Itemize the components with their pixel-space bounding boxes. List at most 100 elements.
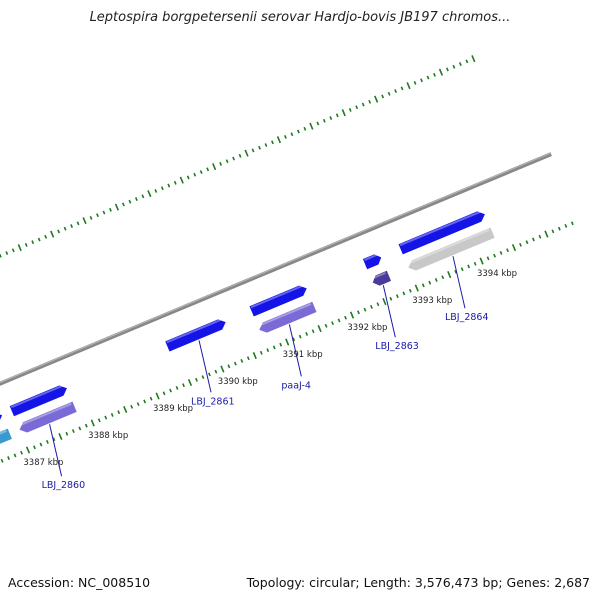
inner-tick	[214, 369, 218, 374]
outer-tick	[413, 81, 417, 85]
inner-tick	[486, 256, 490, 261]
inner-tick	[240, 359, 244, 363]
gene-body-0	[0, 412, 3, 429]
gene-label-10: LBJ_2864	[445, 312, 489, 323]
outer-tick	[141, 194, 145, 199]
inner-tick	[25, 446, 31, 454]
inner-tick	[195, 377, 198, 382]
outer-tick	[420, 78, 423, 83]
outer-tick	[206, 167, 210, 172]
outer-tick	[458, 62, 462, 66]
outer-tick	[199, 170, 203, 174]
gene-label-3: LBJ_2860	[42, 480, 86, 491]
inner-tick	[317, 324, 322, 333]
inner-tick	[149, 396, 153, 401]
gene-feature-7	[362, 253, 382, 270]
outer-tick	[303, 126, 307, 131]
outer-tick	[37, 237, 41, 242]
outer-tick	[465, 59, 469, 64]
inner-tick	[169, 388, 172, 393]
gene-body-5	[249, 285, 307, 317]
inner-tick	[136, 402, 140, 407]
gene-features: LBJ_2860 LBJ_2861 paaJ-4 LBJ_2863 LBJ_2864	[0, 210, 495, 491]
gene-feature-5	[249, 284, 307, 317]
outer-tick	[212, 163, 217, 171]
outer-tick	[154, 189, 158, 193]
inner-tick	[467, 264, 471, 269]
outer-tick	[114, 203, 120, 211]
scale-label-1: 3388 kbp	[88, 431, 128, 441]
gene-body-7	[362, 254, 382, 270]
backbone-line	[0, 152, 552, 386]
gene-shine-3	[18, 402, 72, 427]
inner-tick	[292, 337, 296, 342]
scale-label-4: 3391 kbp	[283, 350, 323, 360]
gene-label-6: paaJ-4	[281, 380, 311, 391]
gene-feature-6	[258, 301, 317, 333]
outer-tick	[179, 176, 184, 184]
inner-tick	[201, 375, 205, 380]
gene-feature-2	[9, 384, 67, 417]
inner-tick	[479, 257, 484, 265]
outer-tick	[122, 202, 125, 207]
inner-tick	[33, 445, 36, 450]
outer-tick	[394, 89, 398, 93]
outer-tick	[70, 224, 73, 228]
inner-tick	[382, 298, 387, 306]
outer-tick	[400, 86, 404, 91]
outer-tick	[452, 64, 456, 69]
gene-shine-7	[364, 253, 379, 261]
outer-tick	[89, 216, 93, 220]
outer-tick	[193, 172, 197, 177]
inner-tick	[187, 378, 193, 387]
inner-tick	[252, 351, 257, 360]
gene-shine-6	[258, 303, 312, 327]
outer-tick	[225, 159, 229, 164]
gene-leader-6	[288, 324, 302, 377]
inner-tick	[370, 305, 373, 309]
inner-tick	[123, 405, 128, 414]
inner-tick	[227, 364, 231, 369]
gene-leader-10	[452, 256, 466, 309]
inner-tick	[331, 321, 334, 326]
outer-tick	[167, 183, 171, 188]
inner-tick	[298, 334, 302, 339]
gene-body-6	[259, 301, 317, 333]
inner-tick-row	[0, 221, 574, 463]
inner-tick	[279, 342, 283, 347]
gene-body-9	[398, 211, 485, 255]
outer-tick	[446, 67, 449, 72]
outer-tick	[438, 68, 444, 76]
inner-tick	[84, 423, 88, 428]
inner-tick	[511, 244, 517, 252]
outer-tick-row	[0, 55, 476, 258]
gene-feature-8	[371, 270, 392, 286]
inner-tick	[97, 418, 101, 423]
inner-tick	[90, 419, 95, 427]
gene-label-4: LBJ_2861	[191, 396, 235, 407]
gene-leader-3	[49, 424, 63, 477]
outer-tick	[219, 162, 223, 166]
gene-body-2	[9, 385, 67, 417]
inner-tick	[402, 291, 406, 296]
outer-tick	[284, 135, 287, 139]
gene-shine-2	[10, 384, 64, 409]
outer-tick	[128, 199, 132, 204]
gene-body-4	[165, 319, 226, 352]
inner-tick	[285, 338, 290, 346]
gene-shine-5	[250, 284, 304, 309]
outer-tick	[5, 251, 9, 255]
inner-tick	[259, 350, 263, 355]
inner-tick	[363, 307, 367, 312]
scale-label-6: 3393 kbp	[412, 296, 452, 306]
outer-tick	[387, 91, 391, 96]
outer-tick	[368, 99, 372, 104]
inner-tick	[499, 251, 503, 255]
inner-tick	[305, 332, 309, 336]
gene-body-1	[0, 428, 12, 445]
outer-tick	[186, 175, 190, 180]
gene-shine-1	[0, 429, 7, 439]
inner-tick	[110, 412, 114, 417]
gene-feature-10	[407, 227, 495, 271]
